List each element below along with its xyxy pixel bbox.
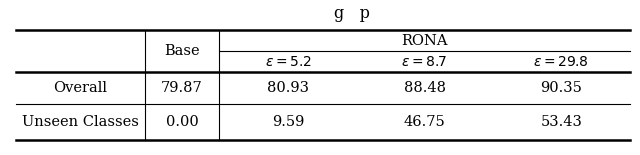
Text: $\epsilon = 29.8$: $\epsilon = 29.8$ <box>533 55 589 69</box>
Text: Overall: Overall <box>54 81 108 95</box>
Text: RONA: RONA <box>401 33 448 47</box>
Text: 53.43: 53.43 <box>540 115 582 129</box>
Text: $\epsilon = 8.7$: $\epsilon = 8.7$ <box>401 55 448 69</box>
Text: 9.59: 9.59 <box>272 115 304 129</box>
Text: 46.75: 46.75 <box>404 115 445 129</box>
Text: 79.87: 79.87 <box>161 81 203 95</box>
Text: Base: Base <box>164 44 200 58</box>
Text: $\epsilon = 5.2$: $\epsilon = 5.2$ <box>265 55 311 69</box>
Text: 0.00: 0.00 <box>166 115 198 129</box>
Text: Unseen Classes: Unseen Classes <box>22 115 139 129</box>
Text: 88.48: 88.48 <box>404 81 445 95</box>
Text: 80.93: 80.93 <box>267 81 309 95</box>
Text: g   p: g p <box>334 5 370 22</box>
Text: 90.35: 90.35 <box>540 81 582 95</box>
